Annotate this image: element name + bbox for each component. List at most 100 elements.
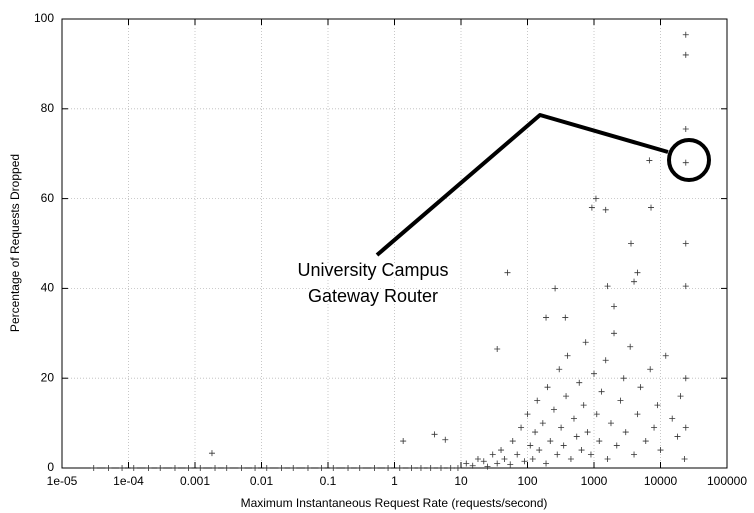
point <box>524 411 531 418</box>
point <box>532 429 539 436</box>
point <box>604 456 611 463</box>
point <box>682 51 689 58</box>
point <box>518 424 525 431</box>
point <box>681 456 688 463</box>
point <box>494 460 501 467</box>
point <box>562 314 569 321</box>
x-tick-label: 0.1 <box>320 474 337 488</box>
point <box>408 465 415 471</box>
point <box>682 375 689 382</box>
y-tick-label: 100 <box>34 11 54 25</box>
annotation-arrow <box>375 113 669 257</box>
point <box>584 429 591 436</box>
point <box>567 456 574 463</box>
point <box>620 375 627 382</box>
point <box>674 433 681 440</box>
point <box>646 157 653 164</box>
point <box>596 438 603 445</box>
point <box>604 283 611 290</box>
point <box>682 240 689 247</box>
point <box>642 438 649 445</box>
point <box>145 465 152 471</box>
point <box>552 285 559 292</box>
point <box>417 465 424 471</box>
point <box>648 204 655 211</box>
point <box>521 458 528 465</box>
point <box>208 450 215 457</box>
point <box>611 330 618 337</box>
point <box>427 465 434 471</box>
y-tick-label: 0 <box>47 460 54 474</box>
y-tick-label: 80 <box>41 101 55 115</box>
point <box>185 465 192 471</box>
point <box>498 447 505 454</box>
point <box>371 465 378 471</box>
x-axis-label: Maximum Instantaneous Request Rate (requ… <box>241 496 548 510</box>
point <box>651 424 658 431</box>
point <box>543 314 550 321</box>
point <box>263 465 270 471</box>
point <box>396 465 403 471</box>
point <box>607 420 614 427</box>
point <box>474 456 481 463</box>
point <box>573 433 580 440</box>
point <box>119 465 126 471</box>
point <box>543 460 550 467</box>
point <box>657 447 664 454</box>
point <box>509 438 516 445</box>
point <box>617 397 624 404</box>
point <box>682 424 689 431</box>
x-tick-label: 10 <box>454 474 468 488</box>
point <box>593 411 600 418</box>
point <box>598 388 605 395</box>
point <box>197 465 204 471</box>
point <box>634 269 641 276</box>
point <box>682 159 689 166</box>
point <box>602 357 609 364</box>
point <box>223 465 230 471</box>
point <box>212 465 219 471</box>
point <box>304 465 311 471</box>
x-tick-label: 100000 <box>707 474 747 488</box>
point <box>480 458 487 465</box>
point <box>278 465 285 471</box>
point <box>654 402 661 409</box>
annotation-text: University Campus <box>297 260 448 280</box>
point <box>554 451 561 458</box>
x-tick-label: 10000 <box>644 474 678 488</box>
point <box>437 465 444 471</box>
point <box>330 465 337 471</box>
point <box>677 393 684 400</box>
point <box>463 460 470 467</box>
point <box>345 465 352 471</box>
annotation-circle <box>667 138 711 182</box>
point <box>622 429 629 436</box>
point <box>592 195 599 202</box>
point <box>252 465 259 471</box>
point <box>558 424 565 431</box>
point <box>682 31 689 38</box>
x-tick-label: 0.01 <box>250 474 274 488</box>
point <box>489 451 496 458</box>
point <box>385 465 392 471</box>
point <box>631 451 638 458</box>
x-tick-label: 100 <box>517 474 537 488</box>
point <box>469 462 476 469</box>
point <box>627 240 634 247</box>
point <box>238 465 245 471</box>
point <box>550 406 557 413</box>
point <box>613 442 620 449</box>
point <box>587 451 594 458</box>
y-tick-label: 20 <box>41 370 55 384</box>
point <box>157 465 164 471</box>
point <box>507 461 514 468</box>
point <box>356 465 363 471</box>
point <box>130 465 137 471</box>
point <box>529 456 536 463</box>
point <box>591 370 597 377</box>
point <box>682 126 689 133</box>
point <box>560 442 567 449</box>
point <box>90 465 97 471</box>
point <box>105 465 112 471</box>
x-tick-label: 1 <box>391 474 398 488</box>
